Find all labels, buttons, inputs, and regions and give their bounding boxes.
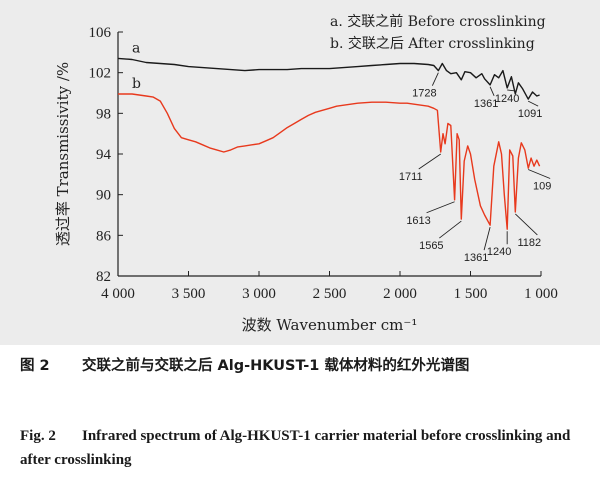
y-tick-label: 106 [89,25,112,41]
peak-pointer [418,153,442,170]
x-tick-label: 4 000 [101,286,135,302]
x-tick-label: 3 000 [242,286,276,302]
peak-label: 1361 [464,252,488,264]
peak-label: 1728 [412,88,436,100]
series-label-a: a [132,40,140,56]
peak-label: 109 [533,181,551,193]
figure-caption-chinese: 图 2 交联之前与交联之后 Alg-HKUST-1 载体材料的红外光谱图 [20,354,590,378]
peak-pointer [431,72,439,86]
y-tick-label: 94 [96,147,112,163]
caption-zh-text: 交联之前与交联之后 Alg-HKUST-1 载体材料的红外光谱图 [82,358,470,374]
x-tick-label: 1 500 [454,286,488,302]
y-tick-label: 86 [96,228,112,244]
series-line-b [118,93,541,230]
x-tick-label: 1 000 [524,286,558,302]
peak-pointer [507,89,516,92]
peak-label: 1182 [518,237,542,249]
series-line-a [117,57,540,100]
peak-label: 1361 [474,98,498,110]
peak-pointer [489,86,495,97]
peak-label: 1240 [487,246,511,258]
y-tick-label: 90 [96,188,111,204]
peak-label: 1613 [406,215,430,227]
x-tick-label: 3 500 [172,286,206,302]
peak-label: 1711 [399,171,423,183]
peak-pointer [515,213,538,236]
y-tick-label: 98 [96,106,111,122]
chart-panel: 82 86 90 94 98 102 106 4 000 3 500 3 000 2 500 2 00… [0,0,600,345]
peak-pointer [527,169,551,179]
x-tick-label: 2 000 [383,286,417,302]
peak-label: 1565 [419,240,443,252]
y-tick-label: 102 [89,66,112,82]
x-axis-label: 波数 Wavenumber cm⁻¹ [242,316,418,334]
legend-entry-a: a. 交联之前 Before crosslinking [330,13,546,30]
peak-pointer [439,220,462,239]
peak-label: 1091 [518,108,542,120]
caption-zh-label: 图 2 [20,358,50,374]
peak-label: 1240 [495,93,519,105]
y-axis-label: 透过率 Transmissivity /% [54,62,72,246]
series-label-b: b [132,76,141,92]
y-tick-label: 82 [96,269,111,285]
peak-pointer [426,201,455,214]
x-tick-label: 2 500 [313,286,347,302]
figure-caption-english: Fig. 2 Infrared spectrum of Alg-HKUST-1 c… [20,424,590,472]
legend-entry-b: b. 交联之后 After crosslinking [330,35,535,52]
peak-pointer [527,100,539,107]
peak-pointer [483,227,491,251]
ir-spectrum-chart: 82 86 90 94 98 102 106 4 000 3 500 3 000 2 500 2 00… [54,13,558,334]
caption-en-text: Infrared spectrum of Alg-HKUST-1 carrier… [20,428,571,468]
caption-en-label: Fig. 2 [20,428,56,444]
